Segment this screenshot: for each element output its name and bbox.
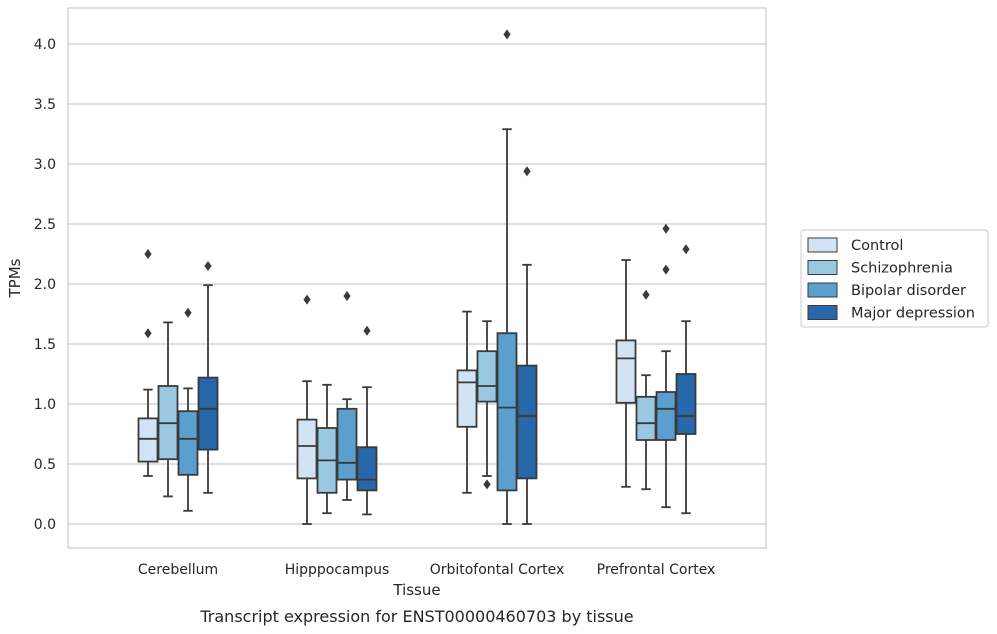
legend-swatch [807, 305, 838, 320]
outlier-point [363, 325, 371, 336]
box-cerebellum [177, 307, 199, 512]
box-orbitofontal-cortex [496, 29, 518, 525]
box-hipppocampus [296, 294, 318, 525]
legend-frame [800, 229, 989, 328]
outlier-point [662, 264, 670, 275]
y-tick-labels: 0.0 0.5 1.0 1.5 2.0 2.5 3.0 3.5 4.0 [34, 37, 56, 533]
x-tick-label: Prefrontal Cortex [597, 562, 716, 578]
y-tick-label: 1.0 [34, 397, 56, 413]
legend-label: Major depression [851, 306, 975, 322]
outlier-point [523, 166, 531, 177]
outlier-point [343, 291, 351, 301]
legend-swatch [807, 260, 838, 275]
x-tick-label: Orbitofontal Cortex [430, 562, 565, 578]
outlier-point [303, 294, 311, 305]
box-rect [615, 339, 637, 404]
box-prefrontal-cortex [655, 223, 677, 509]
legend-swatch [807, 282, 838, 298]
legend-label: Bipolar disorder [851, 283, 966, 299]
y-tick-label: 2.0 [34, 277, 56, 293]
outlier-point [483, 479, 491, 490]
box-rect [675, 373, 697, 435]
box-cerebellum [157, 321, 179, 498]
x-tick-label: Hipppocampus [285, 562, 390, 578]
box-cerebellum [197, 261, 219, 494]
box-rect [177, 410, 199, 476]
box-hipppocampus [316, 383, 338, 515]
outlier-point [682, 244, 690, 255]
box-prefrontal-cortex [635, 289, 657, 491]
box-rect [296, 418, 318, 480]
outlier-point [642, 289, 650, 300]
y-axis-label: TPMs [6, 258, 24, 298]
y-tick-label: 0.0 [34, 517, 56, 533]
box-rect [635, 395, 657, 441]
legend-label: Control [851, 238, 903, 254]
outlier-point [662, 223, 670, 234]
outlier-point [144, 249, 152, 259]
y-tick-label: 2.5 [34, 217, 56, 233]
box-series-group [137, 29, 697, 525]
legend: Control Schizophrenia Bipolar disorder Majo… [800, 229, 989, 328]
x-tick-label: Cerebellum [138, 562, 218, 578]
box-rect [356, 446, 378, 492]
box-orbitofontal-cortex [476, 320, 498, 490]
outlier-point [204, 261, 212, 271]
legend-label: Schizophrenia [851, 261, 953, 277]
box-rect [137, 417, 159, 463]
box-cerebellum [137, 249, 159, 477]
y-tick-label: 4.0 [34, 37, 56, 53]
legend-swatch [807, 237, 838, 253]
box-rect [336, 407, 358, 481]
x-tick-labels: Cerebellum Hipppocampus Orbitofontal Corte… [138, 562, 715, 578]
y-tick-label: 3.0 [34, 157, 56, 173]
box-rect [496, 332, 518, 492]
outlier-point [144, 328, 152, 339]
x-axis-label: Tissue [392, 581, 440, 599]
box-hipppocampus [336, 291, 358, 501]
box-rect [197, 376, 219, 451]
box-prefrontal-cortex [675, 244, 697, 515]
box-orbitofontal-cortex [516, 166, 538, 525]
outlier-point [184, 307, 192, 318]
series-control [137, 249, 637, 525]
box-hipppocampus [356, 325, 378, 516]
y-tick-label: 3.5 [34, 97, 56, 113]
outlier-point [503, 29, 511, 40]
box-prefrontal-cortex [615, 259, 637, 488]
plot-area-frame [67, 7, 767, 549]
box-rect [476, 350, 498, 403]
series-schizophrenia [157, 289, 657, 515]
box-rect [456, 369, 478, 428]
box-rect [655, 391, 677, 441]
y-tick-label: 1.5 [34, 337, 56, 353]
series-major-depression [197, 166, 697, 525]
series-bipolar-disorder [177, 29, 677, 525]
box-rect [516, 364, 538, 480]
box-orbitofontal-cortex [456, 310, 478, 494]
y-tick-label: 0.5 [34, 457, 56, 473]
chart-caption: Transcript expression for ENST0000046070… [199, 607, 633, 626]
